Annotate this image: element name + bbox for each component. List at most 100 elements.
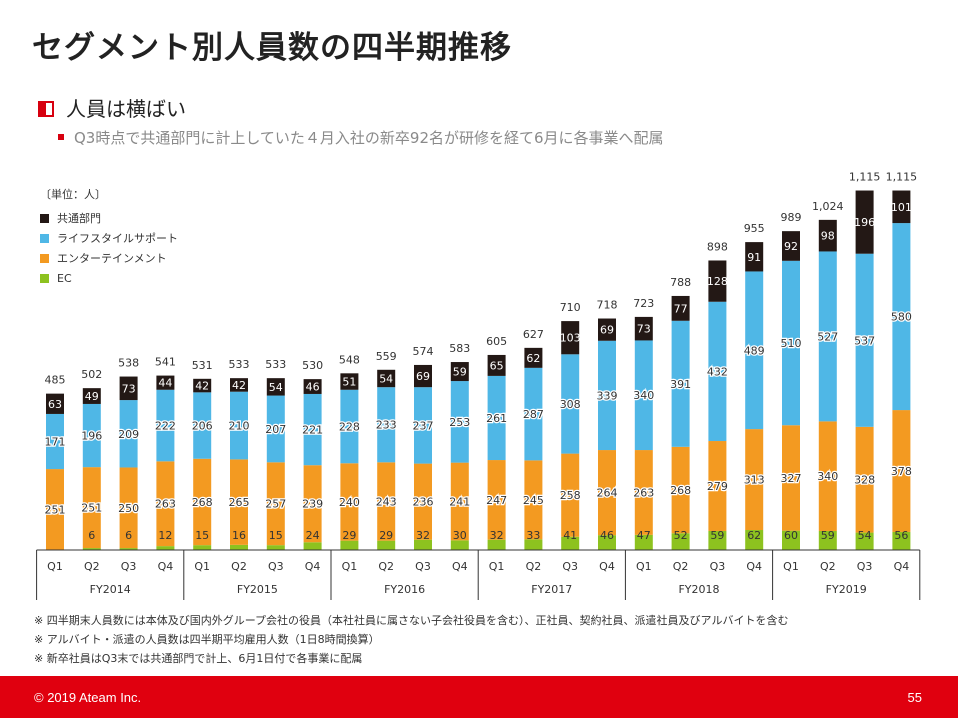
legend-label: EC bbox=[57, 271, 72, 285]
total-label: 1,024 bbox=[812, 200, 844, 213]
bar-segment bbox=[193, 458, 212, 546]
data-label: 251 bbox=[45, 504, 66, 517]
x-tick-label: Q3 bbox=[268, 560, 284, 573]
data-label-ec: 60 bbox=[784, 529, 798, 542]
data-label: 308 bbox=[560, 398, 581, 411]
fiscal-year-label: FY2015 bbox=[237, 583, 278, 596]
bar-segment bbox=[156, 389, 175, 462]
x-tick-label: Q2 bbox=[84, 560, 100, 573]
total-label: 502 bbox=[81, 368, 102, 381]
bar-segment bbox=[598, 318, 616, 341]
fiscal-year-label: FY2019 bbox=[826, 583, 867, 596]
bar-segment bbox=[855, 426, 874, 533]
footnotes: ※ 四半期末人員数には本体及び国内外グループ会社の役員（本社社員に属さない子会社… bbox=[34, 611, 788, 668]
bar-segment bbox=[671, 533, 690, 550]
bar-segment bbox=[708, 530, 727, 550]
data-label: 391 bbox=[670, 378, 691, 391]
bar-segment bbox=[818, 251, 837, 422]
data-label: 489 bbox=[744, 344, 765, 357]
legend-label: 共通部門 bbox=[57, 212, 101, 225]
bar-segment bbox=[561, 536, 580, 550]
data-label-ec: 6 bbox=[125, 529, 132, 542]
x-tick-label: Q3 bbox=[415, 560, 431, 573]
bar-segment bbox=[303, 379, 322, 394]
total-label: 955 bbox=[744, 222, 765, 235]
fiscal-year-label: FY2018 bbox=[678, 583, 719, 596]
data-label-ec: 32 bbox=[416, 529, 430, 542]
page-number: 55 bbox=[907, 690, 922, 705]
x-tick-label: Q1 bbox=[194, 560, 210, 573]
data-label: 98 bbox=[821, 230, 835, 243]
legend-swatch bbox=[40, 273, 49, 283]
fiscal-year-label: FY2014 bbox=[90, 583, 131, 596]
data-label: 209 bbox=[118, 428, 139, 441]
bar-segment bbox=[892, 531, 911, 550]
legend-swatch bbox=[40, 233, 49, 243]
data-label: 42 bbox=[232, 379, 246, 392]
bar-segment bbox=[855, 253, 874, 427]
x-tick-label: Q4 bbox=[894, 560, 910, 573]
data-label: 44 bbox=[158, 377, 172, 390]
data-label: 73 bbox=[122, 382, 136, 395]
x-tick-label: Q2 bbox=[378, 560, 394, 573]
bar-segment bbox=[745, 429, 764, 531]
bar-segment bbox=[598, 450, 616, 536]
bar-segment bbox=[782, 231, 800, 261]
data-label: 73 bbox=[637, 323, 651, 336]
data-label: 510 bbox=[781, 337, 802, 350]
footnote: ※ 四半期末人員数には本体及び国内外グループ会社の役員（本社社員に属さない子会社… bbox=[34, 614, 789, 627]
data-label: 171 bbox=[45, 436, 66, 449]
data-label: 287 bbox=[523, 408, 544, 421]
data-label: 268 bbox=[670, 484, 691, 497]
total-label: 485 bbox=[45, 374, 66, 387]
sub-bullet-text: Q3時点で共通部門に計上していた４月入社の新卒92名が研修を経て6月に各事業へ配… bbox=[74, 129, 664, 147]
data-label-ec: 6 bbox=[88, 529, 95, 542]
bar-segment bbox=[561, 354, 580, 454]
bar-segment bbox=[708, 301, 727, 442]
bar-segment bbox=[377, 369, 396, 388]
bar-segment bbox=[892, 190, 911, 224]
data-label-ec: 47 bbox=[637, 529, 651, 542]
bar-segment bbox=[450, 540, 469, 550]
data-label: 241 bbox=[449, 495, 470, 508]
bar-segment bbox=[377, 540, 396, 550]
bar-segment bbox=[82, 388, 101, 404]
unit-label: 〔単位：人〕 bbox=[40, 188, 106, 201]
total-label: 538 bbox=[118, 357, 139, 370]
total-label: 531 bbox=[192, 359, 213, 372]
bar-segment bbox=[193, 378, 212, 393]
bar-segment bbox=[708, 441, 727, 531]
data-label: 92 bbox=[784, 240, 798, 253]
bar-segment bbox=[782, 530, 800, 550]
bar-segment bbox=[119, 548, 138, 550]
bar-segment bbox=[340, 373, 359, 390]
footnote: ※ 新卒社員はQ3末では共通部門で計上、6月1日付で各事業に配属 bbox=[34, 652, 363, 665]
bar-segment bbox=[266, 545, 285, 550]
data-label: 245 bbox=[523, 494, 544, 507]
bar-segment bbox=[340, 540, 359, 550]
copyright: © 2019 Ateam Inc. bbox=[34, 690, 142, 705]
data-label: 236 bbox=[413, 496, 434, 509]
total-label: 530 bbox=[302, 359, 323, 372]
bar-segment bbox=[745, 242, 764, 272]
bar-segment bbox=[377, 462, 396, 541]
data-label: 313 bbox=[744, 474, 765, 487]
data-label-ec: 32 bbox=[490, 529, 504, 542]
data-label: 59 bbox=[453, 366, 467, 379]
chart-legend: 〔単位：人〕 共通部門 ライフスタイルサポート エンターテインメント EC bbox=[40, 186, 178, 288]
data-label: 65 bbox=[490, 359, 504, 372]
bar-segment bbox=[46, 413, 64, 470]
data-label-ec: 16 bbox=[232, 529, 246, 542]
bar-segment bbox=[266, 462, 285, 546]
bar-segment bbox=[892, 410, 911, 532]
x-tick-label: Q3 bbox=[857, 560, 873, 573]
x-tick-label: Q3 bbox=[710, 560, 726, 573]
bar-segment bbox=[782, 260, 800, 426]
data-label-ec: 29 bbox=[379, 529, 393, 542]
sub-bullet: Q3時点で共通部門に計上していた４月入社の新卒92名が研修を経て6月に各事業へ配… bbox=[58, 127, 664, 148]
data-label: 101 bbox=[891, 201, 912, 214]
total-label: 605 bbox=[486, 335, 507, 348]
stacked-bar-chart: 2511716348562511964950262502097353812263… bbox=[36, 171, 921, 600]
data-label-ec: 54 bbox=[858, 529, 872, 542]
data-label: 258 bbox=[560, 489, 581, 502]
